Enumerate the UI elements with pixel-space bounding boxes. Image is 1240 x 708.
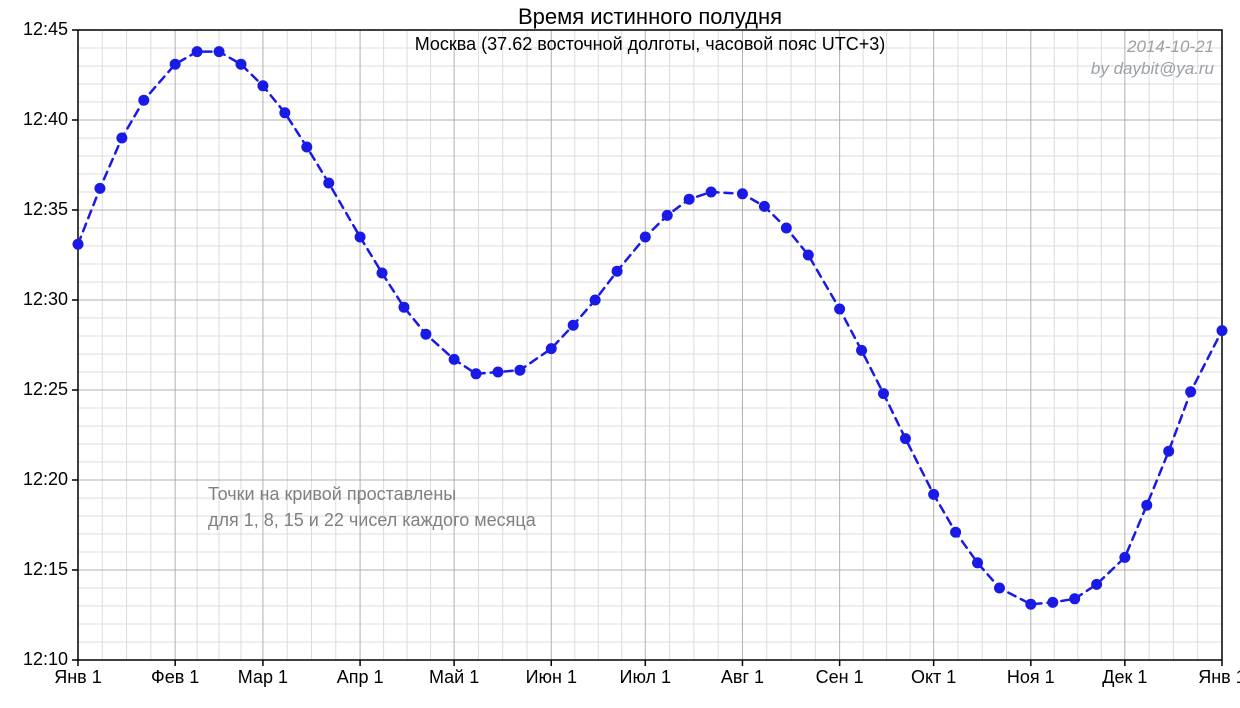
data-point (1217, 326, 1227, 336)
y-tick-label: 12:40 (23, 109, 68, 129)
data-point (590, 295, 600, 305)
x-tick-label: Янв 1 (1198, 667, 1240, 687)
y-tick-label: 12:30 (23, 289, 68, 309)
data-point (471, 369, 481, 379)
y-tick-label: 12:15 (23, 559, 68, 579)
chart-title: Время истинного полудня (518, 4, 782, 29)
data-point (302, 142, 312, 152)
data-point (1186, 387, 1196, 397)
credit-date: 2014-10-21 (1126, 37, 1214, 56)
data-point (1070, 594, 1080, 604)
x-tick-label: Окт 1 (911, 667, 956, 687)
data-point (1142, 500, 1152, 510)
annotation-line-1: Точки на кривой проставлены (208, 484, 456, 504)
chart-container: 12:10 12:15 12:20 12:25 12:30 12:35 12:40 12:45… (0, 0, 1240, 708)
x-tick-label: Янв 1 (54, 667, 102, 687)
x-tick-label: Апр 1 (337, 667, 384, 687)
data-point (546, 344, 556, 354)
x-tick-label: Сен 1 (816, 667, 864, 687)
data-point (493, 367, 503, 377)
y-tick-label: 12:10 (23, 649, 68, 669)
data-point (662, 210, 672, 220)
x-tick-label: Мар 1 (238, 667, 288, 687)
annotation-line-2: для 1, 8, 15 и 22 чисел каждого месяца (208, 510, 537, 530)
credit-author: by daybit@ya.ru (1091, 59, 1215, 78)
data-point (759, 201, 769, 211)
data-point (73, 239, 83, 249)
data-point (1164, 446, 1174, 456)
data-point (781, 223, 791, 233)
data-point (355, 232, 365, 242)
data-point (236, 59, 246, 69)
y-tick-label: 12:45 (23, 19, 68, 39)
data-point (737, 189, 747, 199)
data-point (515, 365, 525, 375)
y-tick-label: 12:35 (23, 199, 68, 219)
data-point (421, 329, 431, 339)
data-point (399, 302, 409, 312)
data-point (170, 59, 180, 69)
data-point (612, 266, 622, 276)
data-point (900, 434, 910, 444)
data-point (951, 527, 961, 537)
chart-subtitle: Москва (37.62 восточной долготы, часовой… (415, 34, 886, 54)
data-point (1092, 579, 1102, 589)
y-tick-label: 12:20 (23, 469, 68, 489)
data-point (377, 268, 387, 278)
data-point (994, 583, 1004, 593)
data-point (640, 232, 650, 242)
x-tick-label: Фев 1 (151, 667, 199, 687)
x-tick-label: Дек 1 (1102, 667, 1147, 687)
data-point (117, 133, 127, 143)
data-point (192, 47, 202, 57)
data-point (280, 108, 290, 118)
data-point (324, 178, 334, 188)
data-point (879, 389, 889, 399)
data-point (1026, 599, 1036, 609)
x-tick-label: Авг 1 (721, 667, 764, 687)
data-point (258, 81, 268, 91)
data-point (139, 95, 149, 105)
data-point (929, 489, 939, 499)
data-point (568, 320, 578, 330)
data-point (706, 187, 716, 197)
data-point (214, 47, 224, 57)
x-tick-label: Ноя 1 (1007, 667, 1055, 687)
x-tick-label: Июн 1 (526, 667, 577, 687)
data-point (857, 345, 867, 355)
data-point (973, 558, 983, 568)
data-point (449, 354, 459, 364)
x-tick-label: Май 1 (429, 667, 479, 687)
y-tick-label: 12:25 (23, 379, 68, 399)
data-point (803, 250, 813, 260)
data-point (1120, 552, 1130, 562)
data-point (835, 304, 845, 314)
chart-svg: 12:10 12:15 12:20 12:25 12:30 12:35 12:40 12:45… (0, 0, 1240, 708)
data-point (684, 194, 694, 204)
data-point (1048, 597, 1058, 607)
data-point (95, 183, 105, 193)
x-tick-label: Июл 1 (620, 667, 672, 687)
